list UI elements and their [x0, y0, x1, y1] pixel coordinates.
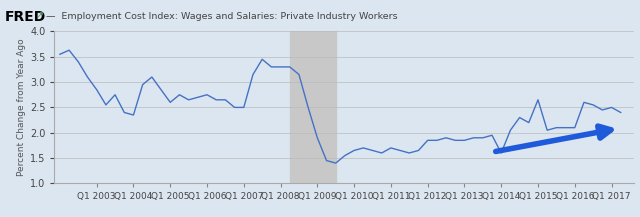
Text: FRED: FRED — [5, 10, 46, 24]
Text: —  Employment Cost Index: Wages and Salaries: Private Industry Workers: — Employment Cost Index: Wages and Salar… — [46, 13, 397, 21]
Y-axis label: Percent Change from Year Ago: Percent Change from Year Ago — [17, 39, 26, 176]
Text: ↗: ↗ — [36, 10, 44, 20]
Bar — [290, 31, 336, 183]
